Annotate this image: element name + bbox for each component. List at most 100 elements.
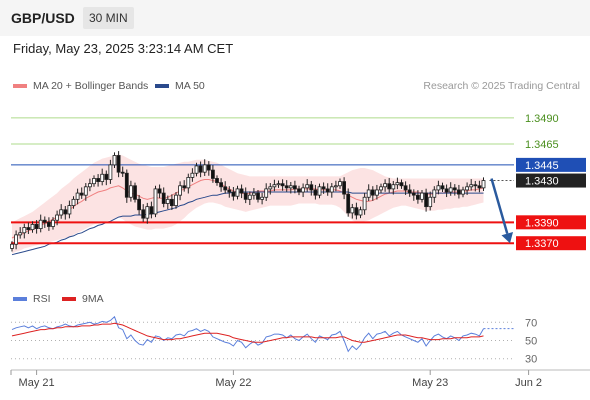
candle-body-up	[421, 193, 424, 199]
x-tick-label: May 21	[19, 377, 55, 389]
current-label: 1.3430	[525, 176, 559, 188]
candle-body-down	[199, 166, 202, 172]
candle-body-down	[232, 192, 235, 196]
x-tick-label: May 23	[412, 377, 448, 389]
candle-body-down	[64, 210, 67, 214]
candle-body-down	[125, 173, 128, 197]
candle-body-up	[359, 210, 362, 215]
rsi-tick-label: 50	[525, 336, 537, 348]
candle-body-up	[318, 187, 321, 195]
candle-body-up	[367, 190, 370, 197]
forecast-arrow-shaft	[492, 179, 508, 234]
candle-body-down	[43, 220, 46, 222]
candle-body-up	[60, 210, 63, 215]
candle-body-up	[437, 186, 440, 190]
candle-body-up	[269, 187, 272, 189]
candle-body-down	[105, 174, 108, 179]
candle-body-up	[277, 184, 280, 185]
candle-body-down	[322, 187, 325, 189]
candle-body-down	[117, 155, 120, 172]
candle-body-up	[306, 185, 309, 188]
rsi-ma-line	[12, 323, 484, 342]
candle-body-up	[31, 224, 34, 229]
legend-label: 9MA	[82, 293, 104, 305]
candle-body-down	[445, 189, 448, 192]
candle-body-up	[330, 187, 333, 192]
candle-body-down	[412, 193, 415, 195]
candle	[154, 186, 157, 217]
candle-body-up	[84, 187, 87, 195]
level-labels-layer: 1.34901.34651.34451.34301.33901.3370	[516, 113, 586, 250]
candle-body-down	[408, 190, 411, 193]
candle-body-up	[429, 197, 432, 206]
forecast-arrow-head	[501, 232, 513, 243]
candle-body-down	[457, 190, 460, 194]
candle-body-up	[93, 178, 96, 183]
candle-body-up	[76, 193, 79, 199]
candle-body-up	[252, 193, 255, 195]
candle-body-down	[453, 188, 456, 190]
candle-body-up	[265, 189, 268, 197]
candle-body-up	[101, 174, 104, 181]
candle-body-up	[88, 184, 91, 187]
candle-body-down	[298, 189, 301, 192]
candle-body-up	[146, 207, 149, 218]
candle-body-up	[482, 181, 485, 188]
candle-body-down	[121, 172, 124, 173]
candle-body-up	[11, 244, 14, 248]
legend-label: MA 50	[175, 80, 205, 92]
candle-body-down	[404, 186, 407, 190]
candle-body-down	[138, 199, 141, 209]
x-axis: May 21May 22May 23Jun 2	[11, 370, 590, 389]
bollinger-band-layer	[12, 154, 484, 253]
candle-body-up	[339, 182, 342, 186]
candle-body-up	[15, 235, 18, 244]
candle-body-down	[257, 193, 260, 199]
forecast-arrow-layer	[492, 179, 514, 244]
candle-body-down	[211, 170, 214, 178]
candle-body-up	[396, 183, 399, 185]
rsi-tick-label: 70	[525, 317, 537, 329]
candle-body-down	[474, 185, 477, 186]
rsi-tick-label: 30	[525, 354, 537, 366]
x-tick-label: Jun 2	[515, 377, 542, 389]
support-label: 1.3370	[525, 238, 559, 250]
candle-body-up	[154, 189, 157, 214]
legend-label: RSI	[33, 293, 51, 305]
candle-body-down	[224, 187, 227, 190]
candle-body-up	[129, 186, 132, 197]
candle-body-up	[384, 184, 387, 187]
candle-body-down	[441, 186, 444, 189]
candle-body-down	[47, 222, 50, 226]
candle-body-down	[158, 189, 161, 193]
candle-body-up	[109, 165, 112, 180]
candle-body-up	[195, 166, 198, 173]
candle-body-up	[273, 185, 276, 187]
candle-body-down	[170, 199, 173, 205]
candle-body-down	[134, 186, 137, 200]
resistance-label: 1.3490	[525, 113, 559, 125]
candle-body-up	[302, 188, 305, 192]
candle-body-up	[72, 199, 75, 205]
candle-body-up	[187, 177, 190, 187]
candle-body-up	[363, 197, 366, 210]
candle-body-up	[289, 186, 292, 188]
candle-body-up	[166, 199, 169, 203]
legend-swatch	[13, 297, 27, 301]
candle-body-up	[175, 195, 178, 205]
candle-body-up	[39, 220, 42, 228]
candle-body-down	[207, 165, 210, 170]
candle-body-down	[478, 186, 481, 188]
candle-body-down	[347, 194, 350, 213]
support-label: 1.3390	[525, 217, 559, 229]
candle-body-down	[228, 190, 231, 192]
candle-body-down	[244, 193, 247, 199]
candle-body-up	[113, 155, 116, 164]
candle-body-up	[375, 190, 378, 195]
candle-body-up	[334, 186, 337, 187]
bollinger-band	[12, 154, 484, 253]
candle-body-down	[400, 183, 403, 186]
candle	[134, 183, 137, 203]
candle-body-down	[220, 183, 223, 187]
